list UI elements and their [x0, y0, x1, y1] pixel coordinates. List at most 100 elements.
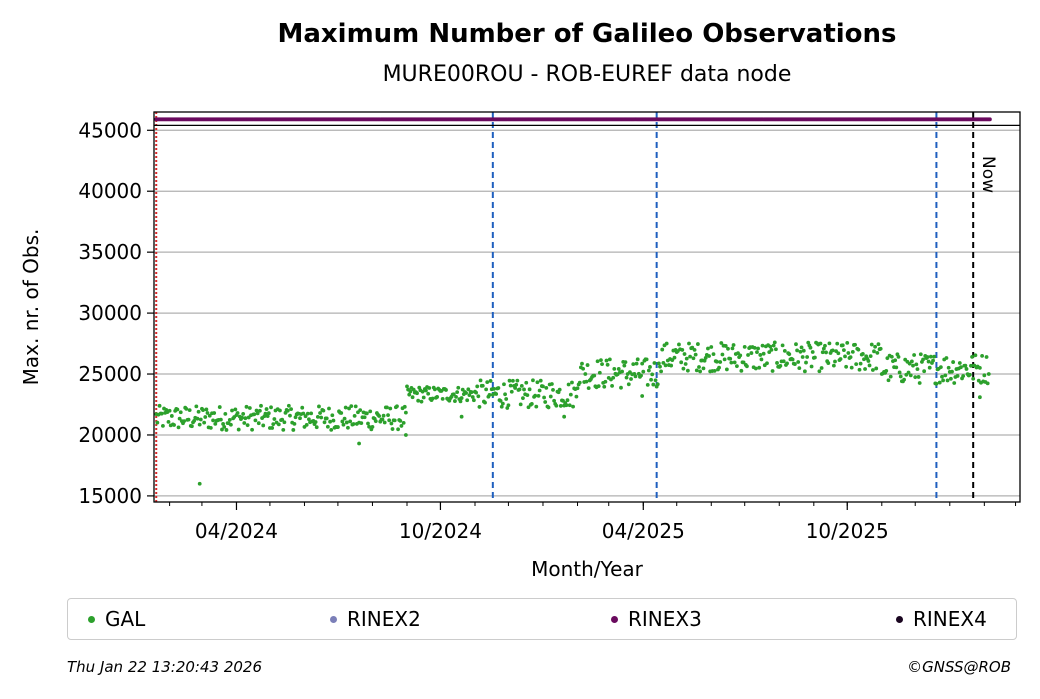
gal-point: [623, 360, 628, 365]
gal-point: [581, 366, 585, 371]
gal-point: [756, 346, 760, 351]
gal-point: [836, 351, 841, 356]
gal-point: [878, 346, 883, 351]
gal-point: [770, 369, 775, 373]
gal-point: [927, 365, 932, 370]
gal-point: [270, 426, 275, 430]
gal-point: [820, 350, 825, 355]
gal-point: [381, 413, 386, 418]
gal-point: [896, 354, 901, 359]
gal-point: [693, 352, 698, 357]
gal-point: [335, 425, 340, 429]
gal-point: [649, 377, 653, 382]
gal-point: [407, 392, 412, 397]
gal-point: [856, 347, 861, 352]
gal-point: [732, 360, 737, 365]
gal-point: [870, 368, 875, 372]
gal-point: [741, 360, 746, 365]
gal-point: [888, 374, 893, 379]
gal-point: [961, 374, 966, 378]
gal-point: [348, 419, 353, 424]
gal-point: [253, 418, 258, 423]
gal-point: [973, 353, 978, 358]
gal-point: [780, 343, 785, 348]
x-tick-label: 04/2025: [602, 519, 685, 543]
gal-point: [925, 355, 930, 359]
gal-point: [827, 341, 832, 346]
gal-point: [631, 362, 636, 367]
gal-point: [257, 408, 262, 413]
gal-point: [684, 356, 689, 361]
gal-point: [722, 357, 727, 362]
gal-point: [498, 398, 503, 403]
gal-point: [634, 361, 639, 366]
gal-point: [863, 367, 867, 371]
y-tick-label: 35000: [78, 240, 142, 264]
gal-point: [755, 350, 759, 355]
gal-point: [946, 365, 951, 370]
gal-point: [845, 340, 850, 345]
gal-point: [622, 363, 627, 368]
gal-point: [889, 354, 894, 359]
gal-point: [518, 402, 523, 407]
gal-point: [521, 396, 525, 401]
y-tick-label: 45000: [78, 118, 142, 142]
gal-point: [794, 342, 798, 347]
gal-point: [586, 386, 591, 391]
gal-point: [971, 376, 976, 381]
gal-point: [351, 422, 356, 426]
gal-point: [664, 341, 669, 346]
gal-point: [319, 415, 324, 420]
gal-point: [440, 397, 445, 401]
gal-point: [873, 344, 878, 349]
gal-point: [928, 354, 933, 359]
gal-point: [458, 399, 463, 404]
gal-point: [846, 351, 851, 355]
gal-point: [800, 355, 805, 359]
gal-point: [799, 345, 804, 350]
gal-point: [542, 395, 546, 400]
gal-point: [897, 370, 902, 375]
gal-point: [187, 408, 192, 413]
gal-point: [821, 346, 826, 351]
gal-point: [645, 382, 650, 387]
gal-point: [685, 368, 690, 373]
gal-point: [850, 349, 855, 354]
gal-point: [230, 408, 234, 413]
gal-point: [242, 421, 247, 425]
gal-point: [658, 364, 662, 369]
gal-point: [456, 385, 461, 390]
gal-point: [496, 386, 501, 390]
gal-point: [256, 421, 261, 426]
gal-point: [451, 392, 456, 397]
gal-point: [934, 381, 939, 386]
gal-point: [694, 368, 699, 373]
gal-point: [802, 369, 807, 374]
gal-point: [247, 406, 252, 410]
gal-point: [819, 366, 824, 370]
gal-point: [307, 417, 311, 422]
gal-point: [723, 344, 728, 348]
gal-point: [915, 367, 920, 372]
gal-point: [712, 368, 717, 373]
gal-point: [194, 404, 199, 409]
gal-point: [426, 391, 431, 396]
gal-point: [346, 425, 350, 430]
gal-point: [648, 365, 652, 369]
gal-point: [325, 424, 330, 429]
gal-point: [359, 421, 364, 425]
gal-point: [155, 420, 160, 425]
gal-point: [659, 369, 664, 374]
gal-point: [681, 366, 686, 371]
gal-point: [941, 378, 945, 383]
gal-point: [898, 374, 903, 379]
gal-point: [305, 411, 310, 416]
gal-point: [192, 419, 197, 423]
gal-point: [580, 361, 584, 366]
gal-point: [471, 398, 476, 403]
gal-point: [862, 357, 866, 362]
gal-point: [235, 411, 240, 415]
gal-point: [421, 395, 426, 400]
gal-point: [197, 422, 202, 427]
gal-point: [651, 382, 656, 387]
